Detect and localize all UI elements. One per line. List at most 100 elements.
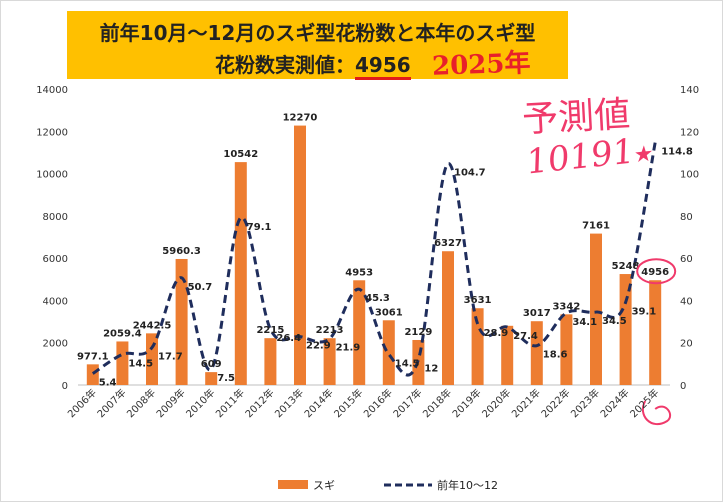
- bar: [530, 321, 543, 385]
- line-labels-group: 5.4 14.5 17.7 50.7 7.5 79.1 26.4 22.9 21.9 45.3 14…: [99, 146, 693, 426]
- bar: [382, 320, 395, 385]
- y-left-tick-label: 8000: [43, 212, 68, 223]
- y-right-tick-label: 60: [680, 254, 693, 265]
- line-group: [91, 142, 657, 377]
- bar: [323, 338, 336, 385]
- line-data-label: 21.9: [336, 343, 361, 354]
- x-tick-label: 2009年: [153, 386, 187, 420]
- bar-data-label: 4956: [641, 267, 669, 278]
- bar-data-label: 6327: [434, 238, 462, 249]
- bar-data-label: 12270: [283, 113, 318, 124]
- y-left-tick-label: 10000: [36, 170, 68, 181]
- y-right-tick-label: 100: [680, 170, 699, 181]
- x-tick-label: 2023年: [568, 386, 602, 420]
- x-tick-label: 2020年: [479, 386, 513, 420]
- x-tick-label: 2015年: [331, 386, 365, 420]
- bar: [234, 162, 247, 385]
- bar-data-label: 10542: [223, 149, 258, 160]
- bar-data-label: 5960.3: [162, 246, 201, 257]
- bar-data-label: 2129: [404, 327, 432, 338]
- bar: [86, 364, 99, 385]
- bar-data-label: 7161: [582, 221, 610, 232]
- highlight-circle-icon: [636, 258, 677, 285]
- x-tick-label: 2014年: [301, 386, 335, 420]
- bar-data-label: 2213: [316, 325, 344, 336]
- line-data-label: 18.6: [543, 350, 568, 361]
- bar-data-label: 3631: [464, 295, 492, 306]
- bar: [590, 233, 602, 385]
- chart-title-line1: 前年10月～12月のスギ型花粉数と本年のスギ型: [99, 21, 536, 45]
- x-tick-label: 2019年: [449, 386, 483, 420]
- x-tick-label: 2008年: [124, 386, 158, 420]
- line-data-label: 39.1: [632, 306, 657, 317]
- x-tick-label: 2018年: [420, 386, 454, 420]
- bar: [264, 338, 277, 385]
- x-tick-label: 2016年: [361, 386, 395, 420]
- bar: [175, 258, 188, 385]
- chart-title-prefix: 花粉数実測値：: [215, 53, 355, 77]
- y-right-tick-label: 0: [680, 381, 686, 392]
- bar-data-label: 977.1: [77, 351, 109, 362]
- y-left-tick-label: 2000: [43, 339, 68, 350]
- bar: [501, 325, 514, 385]
- line-data-label: 104.7: [454, 168, 486, 179]
- line-data-label: 50.7: [188, 282, 213, 293]
- x-tick-label: 2024年: [597, 386, 631, 420]
- bar: [146, 333, 158, 385]
- y-left-tick-label: 12000: [36, 127, 68, 138]
- legend-bar-label: スギ: [313, 479, 335, 492]
- y-right-tick-label: 40: [680, 296, 693, 307]
- bar-data-label: 3017: [523, 308, 551, 319]
- x-tick-label: 2013年: [272, 386, 306, 420]
- x-tick-label: 2011年: [213, 386, 247, 420]
- bar: [294, 125, 306, 385]
- line-data-label: 12: [424, 364, 438, 375]
- line-data-label: 26.4: [276, 333, 301, 344]
- bar-data-label: 5248: [612, 261, 640, 272]
- bar-data-label: 609: [201, 359, 222, 370]
- x-tick-label: 2022年: [538, 386, 572, 420]
- y-right-tick-label: 20: [680, 339, 693, 350]
- y-right-tick-label: 80: [680, 212, 693, 223]
- bar-data-label: 3342: [552, 301, 580, 312]
- x-tick-label: 2012年: [242, 386, 276, 420]
- x-tick-label: 2010年: [183, 386, 217, 420]
- bar: [116, 341, 129, 385]
- y-left-tick-label: 6000: [43, 254, 68, 265]
- line-data-label: 14.5: [395, 358, 420, 369]
- line-data-label: 34.1: [572, 317, 597, 328]
- bars-group: [86, 125, 662, 385]
- bar: [560, 314, 573, 385]
- line-data-label: 79.1: [247, 222, 272, 233]
- line-data-label: 5.4: [99, 378, 117, 389]
- line-data-label: 7.5: [217, 373, 235, 384]
- bar: [442, 251, 454, 385]
- line-data-label: 45.3: [365, 293, 390, 304]
- x-tick-label: 2007年: [94, 386, 128, 420]
- bar: [649, 280, 662, 385]
- line-data-label: 14.5: [128, 358, 153, 369]
- bar-data-label: 3061: [375, 307, 403, 318]
- y-right-tick-label: 120: [680, 127, 699, 138]
- y-left-tick-label: 4000: [43, 296, 68, 307]
- legend: スギ 前年10～12: [278, 478, 498, 492]
- x-tick-label: 2021年: [509, 386, 543, 420]
- x-tick-label: 2017年: [390, 386, 424, 420]
- bar-data-label: 2059.4: [103, 328, 142, 339]
- y-left-tick-label: 0: [62, 381, 68, 392]
- bar-data-label: 4953: [345, 267, 373, 278]
- line-data-label: 114.8: [661, 146, 693, 157]
- y-right-tick-label: 140: [680, 85, 699, 96]
- chart-title-line2: 花粉数実測値：4956: [215, 49, 411, 80]
- bar: [353, 280, 366, 385]
- line-data-label: 28.9: [484, 328, 509, 339]
- line-data-label: 17.7: [158, 352, 183, 363]
- bar: [619, 274, 632, 385]
- bar: [205, 372, 218, 385]
- chart-title-value: 4956: [355, 53, 411, 80]
- bar: [471, 308, 484, 385]
- line-series-path: [91, 142, 657, 377]
- line-data-label: 34.5: [602, 316, 627, 327]
